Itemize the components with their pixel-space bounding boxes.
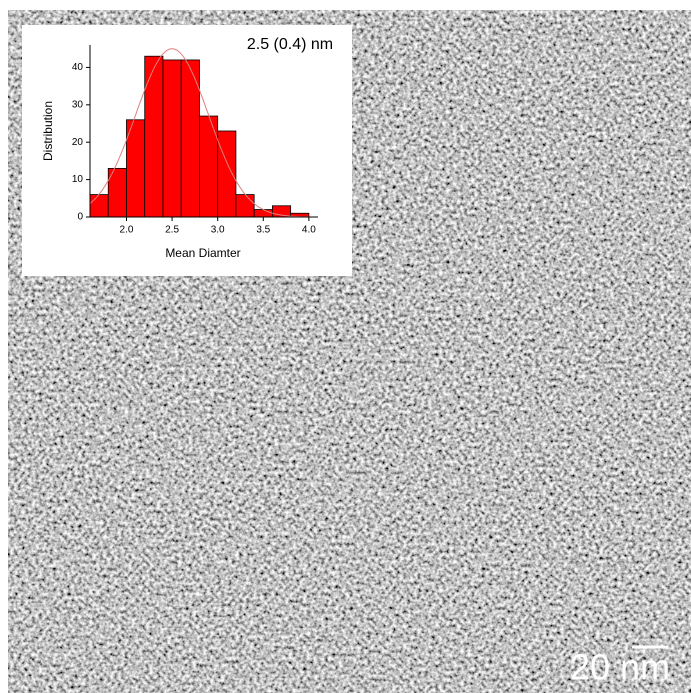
bar <box>126 119 146 218</box>
x-tick-label: 2.0 <box>120 225 134 236</box>
bar <box>253 209 273 218</box>
bar <box>144 55 164 218</box>
y-tick-label: 0 <box>77 212 83 223</box>
annotation: 2.5 (0.4) nm <box>247 36 333 53</box>
bar <box>217 130 237 218</box>
x-axis-label: Mean Diamter <box>165 246 240 260</box>
x-tick-label: 3.5 <box>256 225 270 236</box>
y-tick-label: 10 <box>72 174 84 185</box>
y-tick-label: 20 <box>72 137 84 148</box>
x-tick-label: 3.0 <box>211 225 225 236</box>
fit-curve <box>89 48 309 218</box>
x-tick-label: 4.0 <box>302 225 316 236</box>
y-tick-label: 40 <box>72 62 84 73</box>
x-tick-label: 2.5 <box>165 225 179 236</box>
y-tick-label: 30 <box>72 99 84 110</box>
bar <box>89 194 109 218</box>
bar <box>235 194 255 218</box>
scale-bar-label: 20 nm <box>570 647 670 688</box>
bar <box>162 59 182 218</box>
y-axis-label: Distribution <box>41 101 55 161</box>
